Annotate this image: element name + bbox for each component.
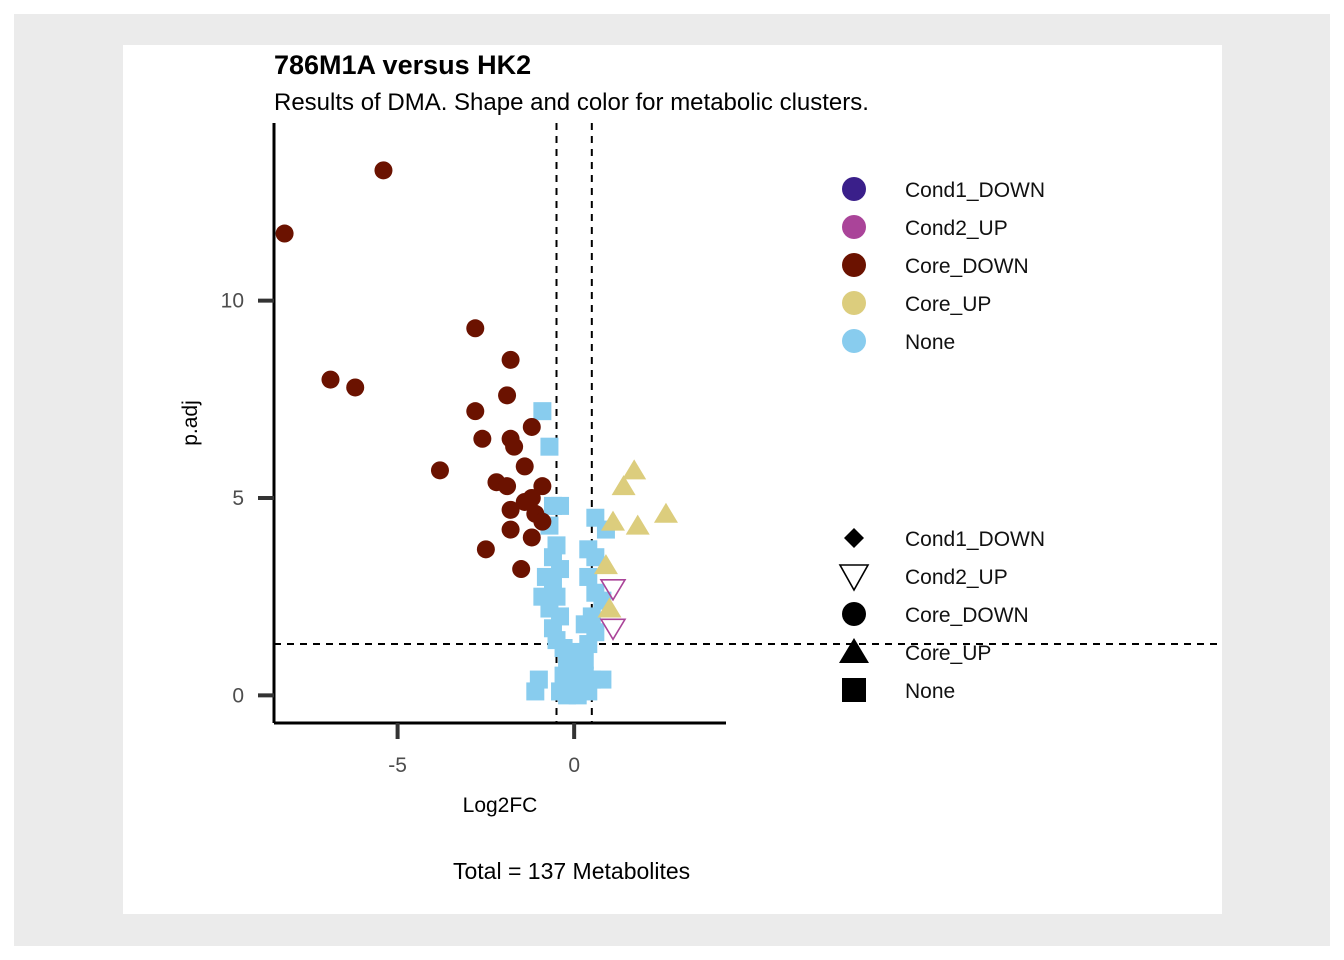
point-none-3 xyxy=(551,496,570,515)
x-tick-label-0: -5 xyxy=(388,754,407,777)
point-core_down-11 xyxy=(505,437,524,456)
point-none-46 xyxy=(568,686,587,705)
point-none-13 xyxy=(579,567,598,586)
point-cond2_up-1 xyxy=(599,618,627,641)
x-axis-title: Log2FC xyxy=(463,794,538,817)
point-core_down-13 xyxy=(430,461,449,480)
point-core_down-3 xyxy=(501,350,520,369)
point-core_up-1 xyxy=(611,475,636,496)
point-none-38 xyxy=(593,670,612,689)
point-none-41 xyxy=(526,682,545,701)
point-core_down-5 xyxy=(346,378,365,397)
point-core_down-1 xyxy=(275,224,294,243)
legend-shape-key-core_down xyxy=(842,602,866,626)
legend-color-label-cond1_down: Cond1_DOWN xyxy=(905,179,1045,202)
point-core_down-18 xyxy=(515,492,534,511)
cutoff-lines xyxy=(274,123,1222,723)
legend-shape-label-cond2_up: Cond2_UP xyxy=(905,566,1008,589)
point-core_up-6 xyxy=(597,597,622,618)
point-none-10 xyxy=(586,548,605,567)
legend-color-key-core_down xyxy=(842,253,866,277)
point-core_down-24 xyxy=(476,540,495,559)
point-none-0 xyxy=(533,402,552,421)
point-core_down-8 xyxy=(522,417,541,436)
point-core_down-6 xyxy=(498,386,517,405)
point-none-1 xyxy=(540,437,559,456)
legend-color-label-cond2_up: Cond2_UP xyxy=(905,217,1008,240)
point-core_up-5 xyxy=(593,554,618,575)
legend-color-key-cond1_down xyxy=(842,177,866,201)
legend-color: Cond1_DOWN Cond2_UP Core_DOWN Core_UP None xyxy=(842,177,1045,354)
y-tick-label-2: 10 xyxy=(221,290,244,313)
legend-color-key-core_up xyxy=(842,291,866,315)
point-core_down-4 xyxy=(321,370,340,389)
legend-shape-key-none xyxy=(842,678,866,702)
point-core_down-9 xyxy=(473,429,492,448)
legend-shape: Cond1_DOWN Cond2_UP Core_DOWN Core_UP None xyxy=(838,528,1045,703)
legend-color-label-none: None xyxy=(905,331,955,354)
data-points xyxy=(275,161,678,705)
point-core_up-2 xyxy=(653,502,678,523)
point-core_down-7 xyxy=(466,402,485,421)
chart-subtitle: Results of DMA. Shape and color for meta… xyxy=(274,89,869,116)
y-tick-label-1: 5 xyxy=(232,487,244,510)
point-core_down-2 xyxy=(466,319,485,338)
chart-title: 786M1A versus HK2 xyxy=(274,50,532,80)
y-tick-label-0: 0 xyxy=(232,684,244,707)
point-cond2_up-0 xyxy=(599,578,627,602)
legend-shape-label-core_up: Core_UP xyxy=(905,642,991,665)
x-tick-label-1: 0 xyxy=(568,754,580,777)
legend-shape-key-cond1_down xyxy=(844,528,864,548)
point-none-11 xyxy=(551,560,570,579)
point-core_up-0 xyxy=(622,459,647,480)
point-core_down-22 xyxy=(501,520,520,539)
legend-shape-label-core_down: Core_DOWN xyxy=(905,604,1029,627)
legend-color-label-core_down: Core_DOWN xyxy=(905,255,1029,278)
point-core_up-4 xyxy=(625,514,650,535)
point-core_down-0 xyxy=(374,161,393,180)
plot-panel xyxy=(123,45,1222,914)
legend-shape-key-core_up xyxy=(839,638,869,663)
point-core_down-16 xyxy=(533,477,552,496)
legend-color-key-cond2_up xyxy=(842,215,866,239)
axes: 0 5 10 -5 0 xyxy=(221,123,726,777)
point-core_up-3 xyxy=(601,510,625,531)
point-core_down-19 xyxy=(501,500,520,519)
legend-color-label-core_up: Core_UP xyxy=(905,293,991,316)
point-core_down-12 xyxy=(515,457,534,476)
legend-color-key-none xyxy=(842,329,866,353)
point-core_down-21 xyxy=(533,512,552,531)
point-core_down-15 xyxy=(498,477,517,496)
point-core_down-23 xyxy=(522,528,541,547)
legend-shape-label-cond1_down: Cond1_DOWN xyxy=(905,528,1045,551)
legend-shape-key-cond2_up xyxy=(838,564,870,592)
chart-caption: Total = 137 Metabolites xyxy=(453,858,691,884)
point-core_down-25 xyxy=(512,560,531,579)
legend-shape-label-none: None xyxy=(905,680,955,703)
y-axis-title: p.adj xyxy=(179,400,202,446)
